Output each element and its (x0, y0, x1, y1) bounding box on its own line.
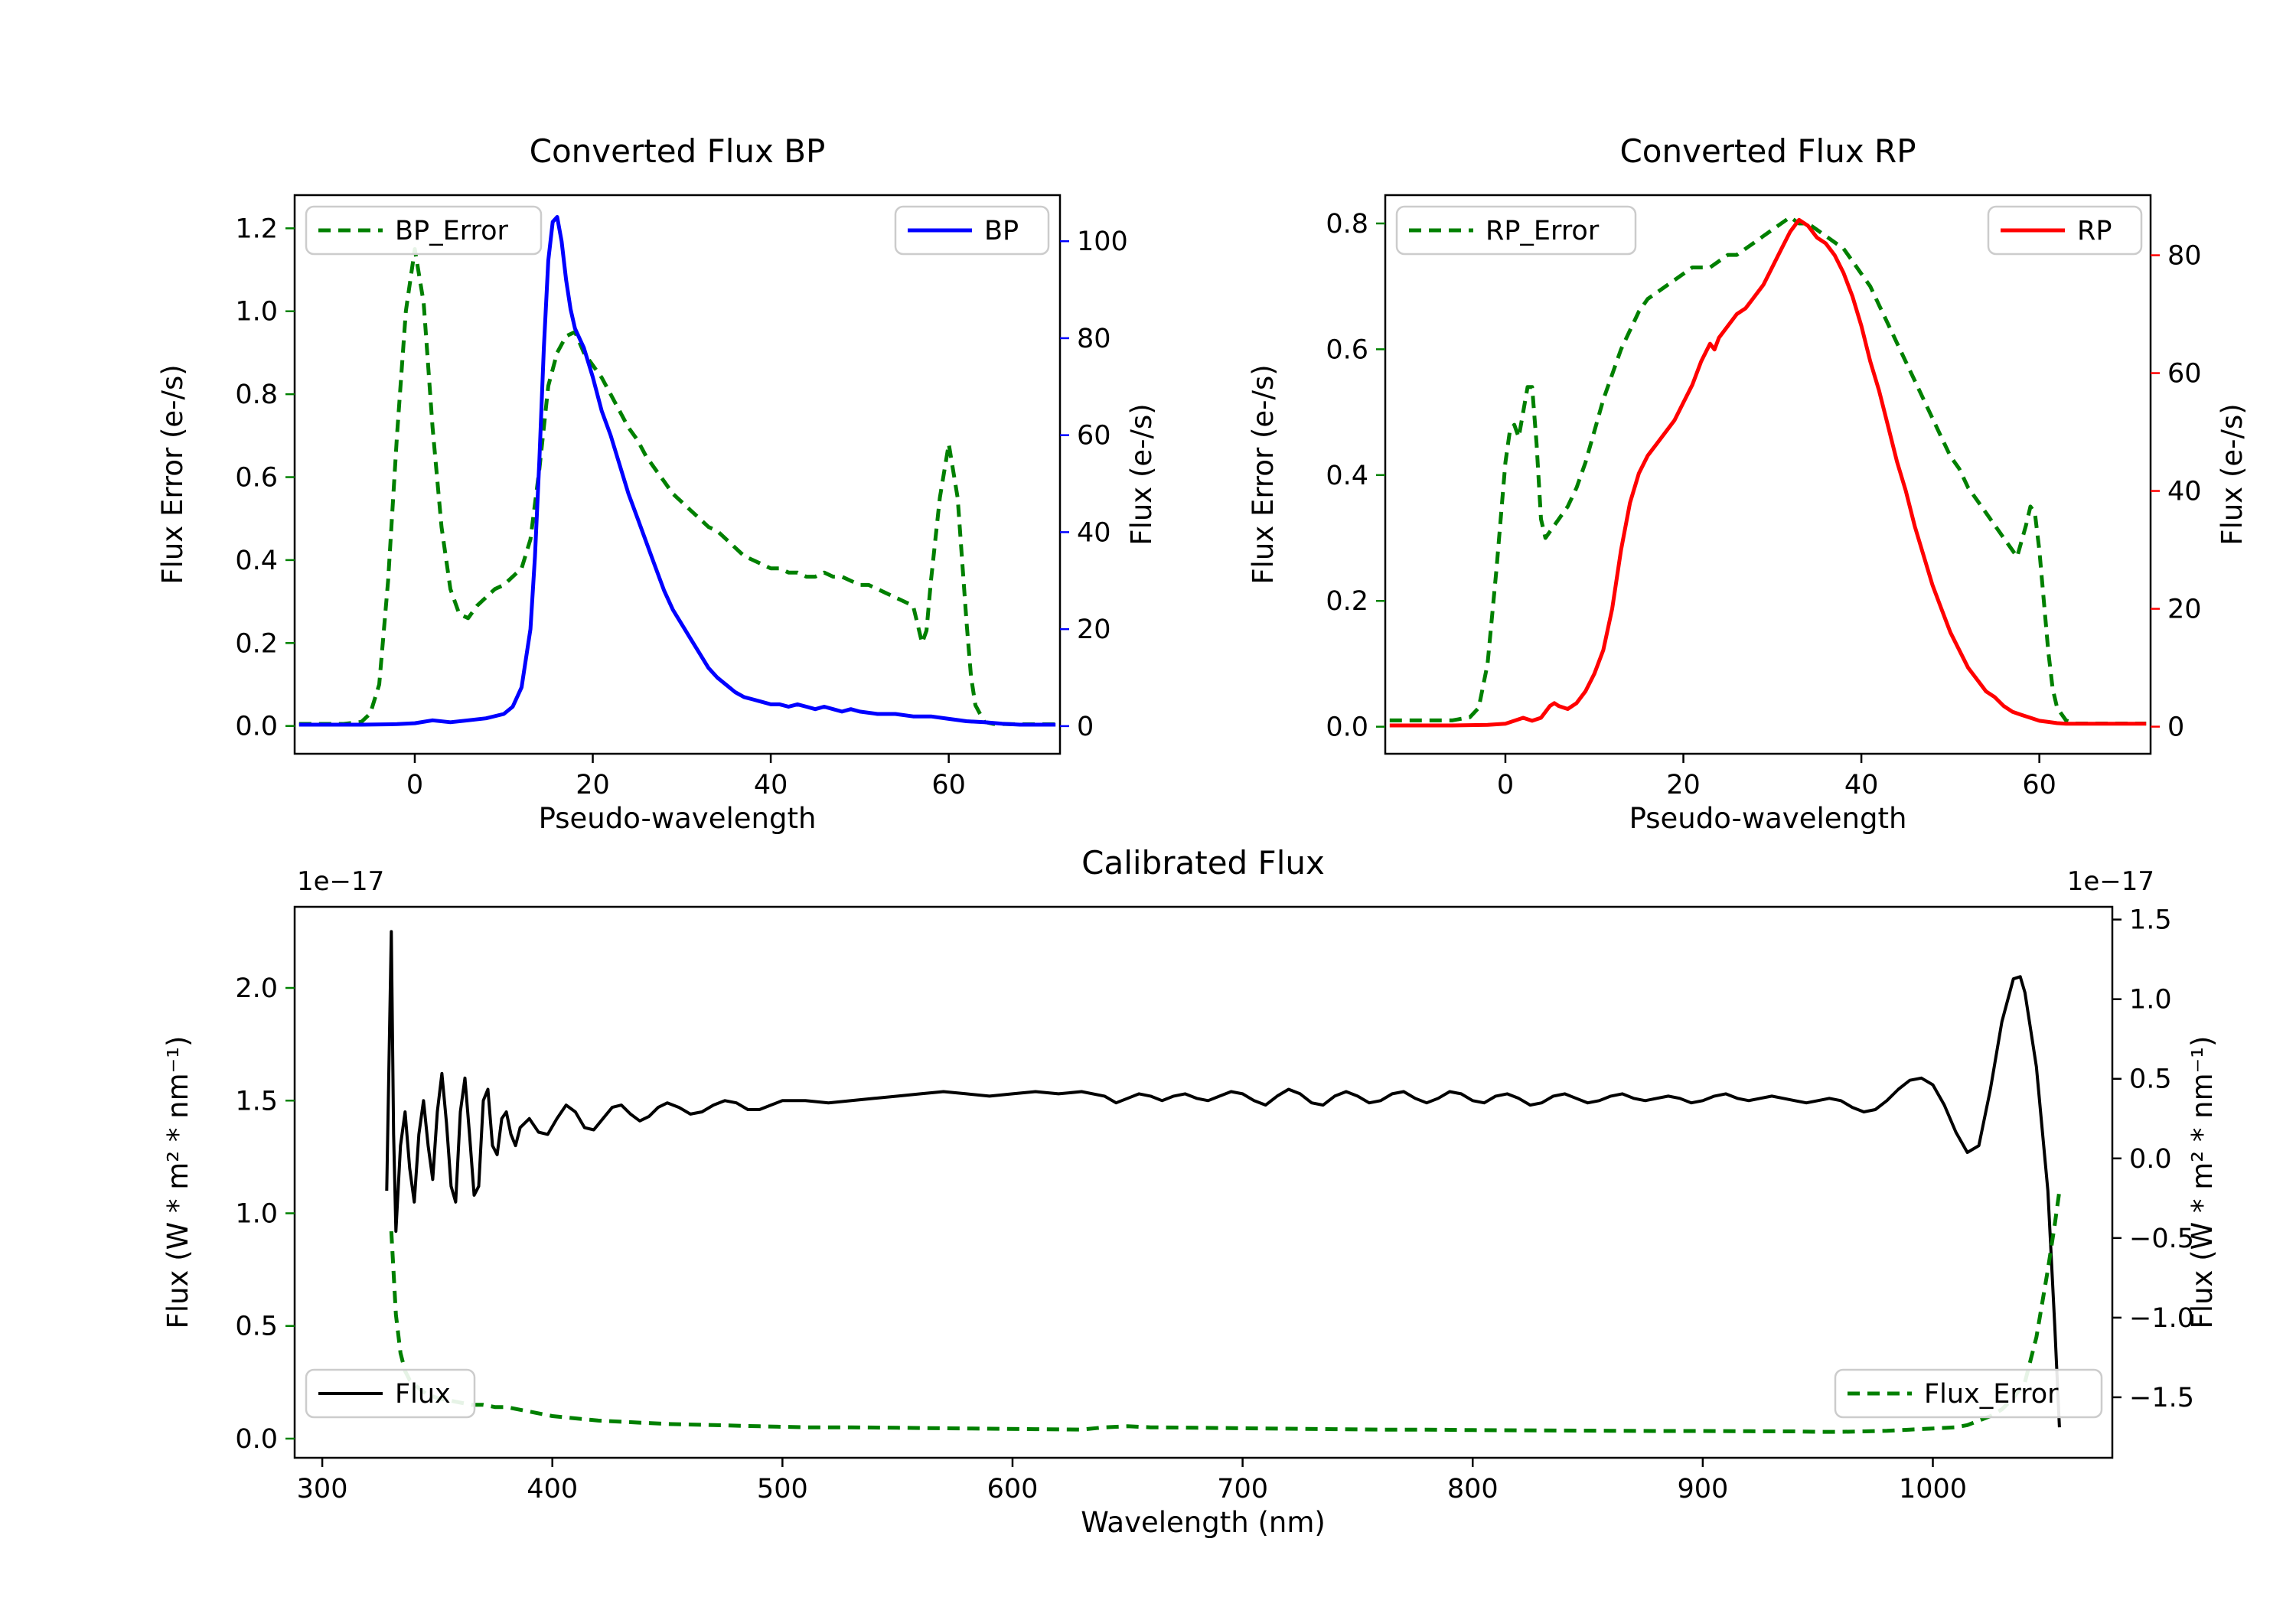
left-y-tick-label: 0.0 (1326, 712, 1368, 743)
left-y-tick-label: 0.4 (235, 546, 278, 576)
right-y-tick-label: 0 (2167, 712, 2184, 743)
x-tick-label: 40 (1844, 770, 1879, 800)
series-line-bp_error (298, 247, 1056, 726)
legend-frame (305, 205, 543, 256)
x-tick-label: 40 (754, 770, 788, 800)
right-y-tick-label: −0.5 (2129, 1224, 2194, 1254)
x-tick-label: 400 (527, 1474, 578, 1504)
left-y-tick-label: 0.6 (1326, 334, 1368, 365)
x-tick-label: 20 (1666, 770, 1701, 800)
legend-rp: RP (1987, 205, 2143, 256)
left-y-tick-label: 2.0 (235, 973, 278, 1004)
x-axis-label-rp: Pseudo-wavelength (1629, 802, 1907, 835)
legend-flux: Flux (305, 1368, 476, 1419)
series-line-bp (298, 215, 1056, 727)
left-y-axis-label-calibrated: Flux (W * m² * nm⁻¹) (161, 1036, 194, 1329)
left-y-tick-label: 0.4 (1326, 461, 1368, 491)
legend-label-rp: RP (2077, 216, 2112, 246)
legend-bp-error: BP_Error (305, 205, 543, 256)
series-line-rp (1389, 217, 2147, 728)
x-tick-label: 700 (1217, 1474, 1268, 1504)
x-axis-label-calibrated: Wavelength (nm) (1081, 1506, 1326, 1539)
right-y-tick-label: −1.5 (2129, 1383, 2194, 1413)
chart-title-rp: Converted Flux RP (1619, 132, 1916, 170)
chart-calibrated-flux: Calibrated Flux Wavelength (nm) Flux (W … (161, 844, 2219, 1539)
legend-bp: BP (894, 205, 1050, 256)
legend-label-bp: BP (984, 216, 1019, 246)
legend-flux-error: Flux_Error (1834, 1368, 2103, 1419)
right-y-tick-label: 1.0 (2129, 985, 2172, 1015)
left-y-tick-label: 1.5 (235, 1086, 278, 1116)
right-y-tick-label: 40 (1077, 517, 1111, 548)
plot-layer: 300 400 500 600 700 800 900 1000 0.0 0.5 1.0 1.5 2.0… (235, 905, 2194, 1504)
right-offset-text: 1e−17 (2067, 866, 2154, 897)
right-y-axis-label-calibrated: Flux (W * m² * nm⁻¹) (2186, 1036, 2219, 1329)
left-y-tick-label: 0.0 (235, 1424, 278, 1455)
legend-label-flux: Flux (395, 1379, 451, 1410)
right-y-axis-label-bp: Flux (e-/s) (1125, 403, 1158, 545)
legend-label-rp-error: RP_Error (1486, 216, 1600, 246)
right-y-tick-label: 80 (1077, 324, 1111, 354)
series-line-flux (385, 930, 2061, 1428)
x-tick-label: 500 (757, 1474, 808, 1504)
right-y-tick-label: 0 (1077, 712, 1094, 742)
legend-frame (305, 1368, 476, 1419)
left-y-tick-label: 1.0 (235, 1198, 278, 1229)
x-axis-label-bp: Pseudo-wavelength (539, 802, 817, 835)
right-y-tick-label: 100 (1077, 227, 1128, 257)
x-tick-label: 600 (987, 1474, 1039, 1504)
x-tick-label: 1000 (1899, 1474, 1967, 1504)
series-line-rp_error (1389, 215, 2147, 725)
plot-layer: 0 20 40 60 0.0 0.2 0.4 0.6 0.8 0 20 40 60 80 (1326, 194, 2202, 800)
left-y-tick-label: 0.5 (235, 1312, 278, 1342)
right-y-tick-label: 40 (2167, 477, 2202, 507)
legend-rp-error: RP_Error (1395, 205, 1637, 256)
left-y-tick-label: 1.0 (235, 297, 278, 328)
x-tick-label: 300 (297, 1474, 348, 1504)
chart-title-calibrated: Calibrated Flux (1081, 844, 1325, 882)
axes-frame (293, 194, 1062, 755)
left-y-tick-label: 0.2 (1326, 586, 1368, 617)
x-tick-label: 800 (1447, 1474, 1499, 1504)
x-tick-label: 20 (576, 770, 610, 800)
legend-frame (1834, 1368, 2103, 1419)
right-y-axis-label-rp: Flux (e-/s) (2216, 403, 2249, 545)
legend-frame (1395, 205, 1637, 256)
right-y-tick-label: −1.0 (2129, 1303, 2194, 1334)
right-y-tick-label: 60 (2167, 359, 2202, 390)
chart-converted-flux-rp: Converted Flux RP Pseudo-wavelength Flux… (1247, 132, 2249, 835)
right-y-tick-label: 0.0 (2129, 1144, 2172, 1175)
x-tick-label: 0 (406, 770, 423, 800)
x-tick-label: 0 (1497, 770, 1514, 800)
left-y-tick-label: 1.2 (235, 214, 278, 244)
legend-label-flux-error: Flux_Error (1924, 1379, 2059, 1410)
right-y-tick-label: 80 (2167, 241, 2202, 272)
left-y-axis-label-bp: Flux Error (e-/s) (156, 364, 189, 584)
left-y-tick-label: 0.6 (235, 463, 278, 494)
left-offset-text: 1e−17 (297, 866, 384, 897)
left-y-axis-label-rp: Flux Error (e-/s) (1247, 364, 1280, 584)
axes-frame (293, 905, 2114, 1459)
chart-converted-flux-bp: Converted Flux BP Pseudo-wavelength Flux… (156, 132, 1158, 835)
x-tick-label: 900 (1677, 1474, 1728, 1504)
right-y-tick-label: 60 (1077, 421, 1111, 451)
right-y-tick-label: 20 (2167, 595, 2202, 625)
left-y-tick-label: 0.8 (1326, 209, 1368, 240)
chart-title-bp: Converted Flux BP (530, 132, 826, 170)
x-tick-label: 60 (2022, 770, 2056, 800)
left-y-tick-label: 0.0 (235, 712, 278, 742)
left-y-tick-label: 0.8 (235, 380, 278, 410)
plot-layer: 0 20 40 60 0.0 0.2 0.4 0.6 0.8 1.0 1.2 0 20 40 60 80 100 (235, 194, 1128, 800)
legend-label-bp-error: BP_Error (395, 216, 509, 246)
right-y-tick-label: 1.5 (2129, 905, 2172, 936)
left-y-tick-label: 0.2 (235, 628, 278, 659)
right-y-tick-label: 20 (1077, 614, 1111, 645)
series-line-flux_error (389, 1190, 2062, 1434)
x-tick-label: 60 (931, 770, 966, 800)
right-y-tick-label: 0.5 (2129, 1064, 2172, 1095)
